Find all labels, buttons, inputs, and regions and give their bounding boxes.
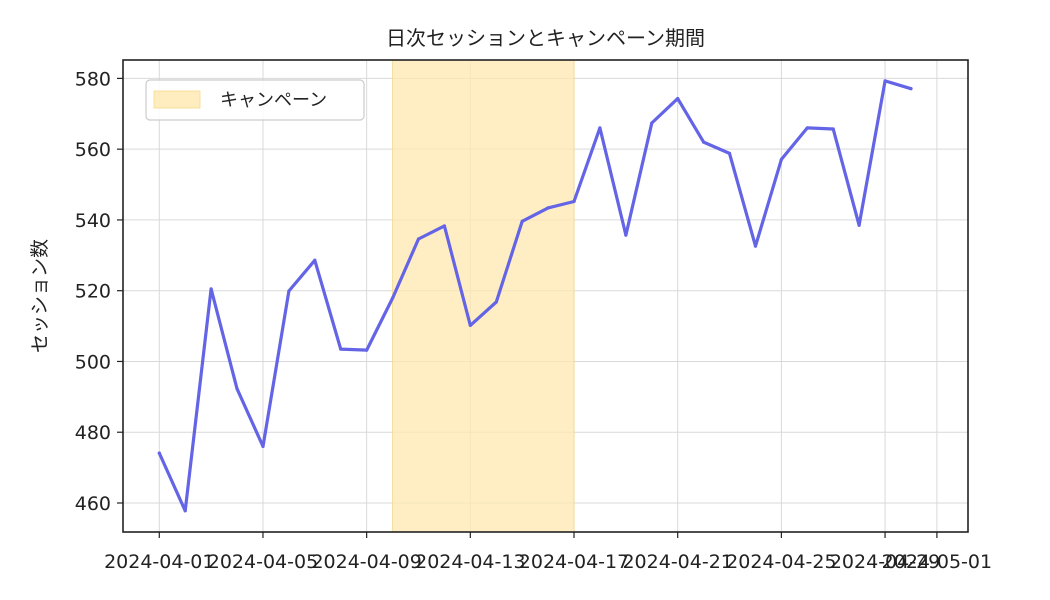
data-point	[209, 287, 213, 291]
x-tick-label: 2024-04-13	[415, 551, 525, 573]
x-tick-label: 2024-05-01	[882, 551, 992, 573]
x-axis: 2024-04-012024-04-052024-04-092024-04-13…	[104, 532, 992, 573]
legend-label-campaign: キャンペーン	[220, 90, 327, 111]
legend-swatch-campaign	[153, 90, 201, 109]
series-layer	[157, 79, 913, 513]
x-tick-label: 2024-04-29	[830, 551, 940, 573]
x-tick-label: 2024-04-01	[104, 551, 214, 573]
data-point	[313, 258, 317, 262]
data-point	[494, 300, 498, 304]
data-point	[365, 348, 369, 352]
data-point	[779, 157, 783, 162]
y-tick-label: 580	[75, 68, 111, 90]
data-point	[572, 199, 576, 204]
data-point	[287, 289, 291, 293]
data-point	[183, 509, 187, 513]
data-point	[546, 206, 550, 210]
legend: キャンペーン	[145, 79, 365, 121]
y-tick-label: 540	[75, 210, 111, 232]
data-point	[753, 244, 758, 248]
data-point	[831, 127, 835, 131]
y-tick-label: 460	[75, 493, 111, 515]
x-tick-label: 2024-04-17	[519, 551, 629, 573]
x-tick-label: 2024-04-21	[622, 551, 732, 573]
data-point	[390, 296, 395, 300]
data-point	[650, 121, 654, 125]
data-point	[702, 140, 706, 144]
data-point	[520, 219, 524, 223]
data-point	[468, 323, 472, 327]
data-point	[261, 444, 265, 448]
x-tick-label: 2024-04-09	[311, 551, 421, 573]
data-point	[883, 79, 887, 83]
plot-frame	[122, 59, 969, 533]
data-point	[805, 126, 809, 130]
data-point	[416, 237, 421, 241]
y-tick-label: 500	[75, 351, 111, 373]
y-tick-label: 560	[75, 139, 111, 161]
data-point	[339, 347, 343, 351]
data-point	[598, 126, 602, 130]
x-tick-label: 2024-04-05	[208, 551, 318, 573]
data-point	[624, 233, 628, 237]
data-point	[235, 387, 239, 391]
data-point	[157, 451, 161, 455]
x-tick-label: 2024-04-25	[726, 551, 836, 573]
data-point	[442, 224, 447, 228]
data-point	[857, 223, 861, 227]
data-point	[727, 151, 732, 156]
legend-box	[145, 79, 365, 121]
campaign-shaded-region	[392, 59, 575, 533]
chart-title: 日次セッションとキャンペーン期間	[386, 26, 705, 50]
data-point	[676, 96, 680, 101]
y-tick-label: 520	[75, 281, 111, 303]
y-axis-label: セッション数	[29, 239, 51, 353]
y-axis: 460 480 500 520 540 560 580	[75, 68, 123, 515]
data-point	[909, 87, 913, 91]
y-tick-label: 480	[75, 422, 111, 444]
series-line	[157, 79, 913, 513]
